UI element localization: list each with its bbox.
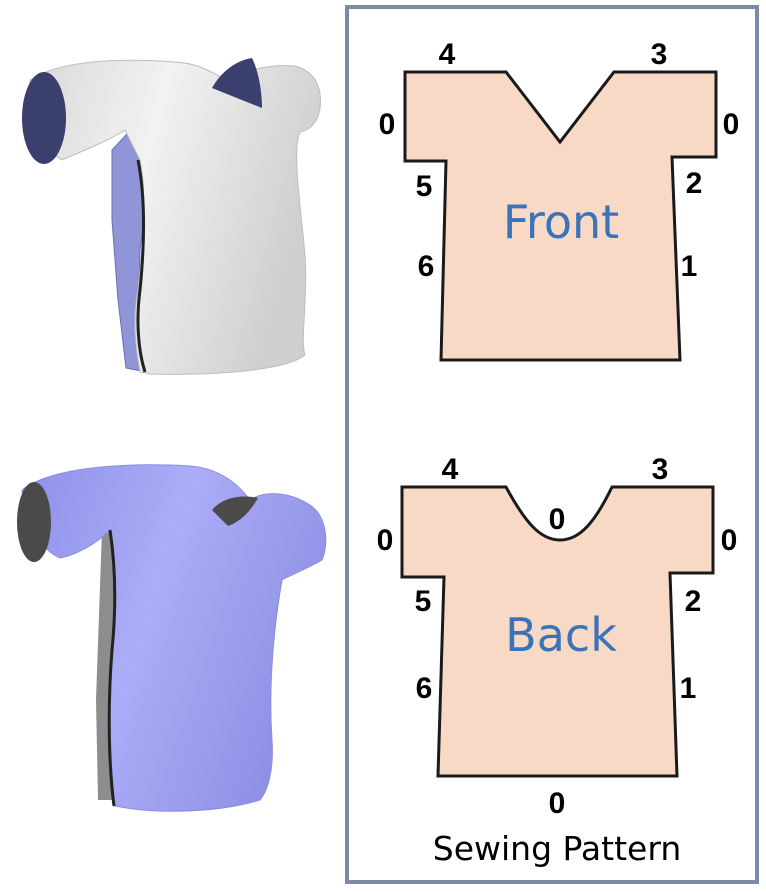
- back-edge-label-sleeve-left: 0: [377, 524, 394, 557]
- front-render-body: [29, 59, 321, 375]
- back-edge-label-top-right: 3: [652, 453, 669, 486]
- front-pattern-outline: [403, 70, 718, 362]
- front-edge-label-sleeve-left: 0: [379, 108, 396, 141]
- front-render-sleeve-opening: [22, 72, 66, 164]
- pattern-panel-border: [345, 5, 759, 884]
- back-edge-label-under-left: 5: [415, 585, 432, 618]
- front-edge-label-top-left: 4: [439, 38, 456, 71]
- front-edge-label-under-right: 2: [686, 167, 703, 200]
- back-render-inner-side: [96, 520, 118, 800]
- front-edge-label-side-right: 1: [681, 250, 698, 283]
- garment-render-back: [17, 464, 327, 812]
- back-render-body: [21, 464, 327, 812]
- front-edge-label-sleeve-right: 0: [723, 108, 740, 141]
- back-edge-label-hem: 0: [549, 787, 566, 820]
- front-render-side-seam: [136, 159, 147, 373]
- back-render-sleeve-opening: [17, 482, 51, 562]
- front-pattern-title: Front: [503, 195, 619, 249]
- front-render-neck-opening: [212, 58, 262, 108]
- front-edge-label-side-left: 6: [418, 250, 435, 283]
- back-pattern-piece: Back 4 3 0 0 0 5 2 6 1 0: [377, 453, 738, 820]
- back-render-side-seam: [107, 529, 117, 807]
- back-edge-label-side-left: 6: [416, 672, 433, 705]
- back-pattern-outline: [400, 485, 715, 778]
- back-edge-label-under-right: 2: [685, 585, 702, 618]
- back-render-neck-opening: [212, 496, 258, 526]
- pattern-caption: Sewing Pattern: [433, 829, 681, 868]
- front-edge-label-top-right: 3: [651, 38, 668, 71]
- back-edge-label-sleeve-right: 0: [721, 524, 738, 557]
- back-edge-label-side-right: 1: [680, 672, 697, 705]
- back-edge-label-top-left: 4: [442, 453, 459, 486]
- back-pattern-title: Back: [505, 608, 617, 662]
- front-pattern-piece: Front 4 3 0 0 5 2 6 1: [379, 38, 740, 362]
- back-edge-label-neck: 0: [549, 503, 566, 536]
- front-edge-label-under-left: 5: [416, 170, 433, 203]
- garment-render-front: [22, 58, 321, 375]
